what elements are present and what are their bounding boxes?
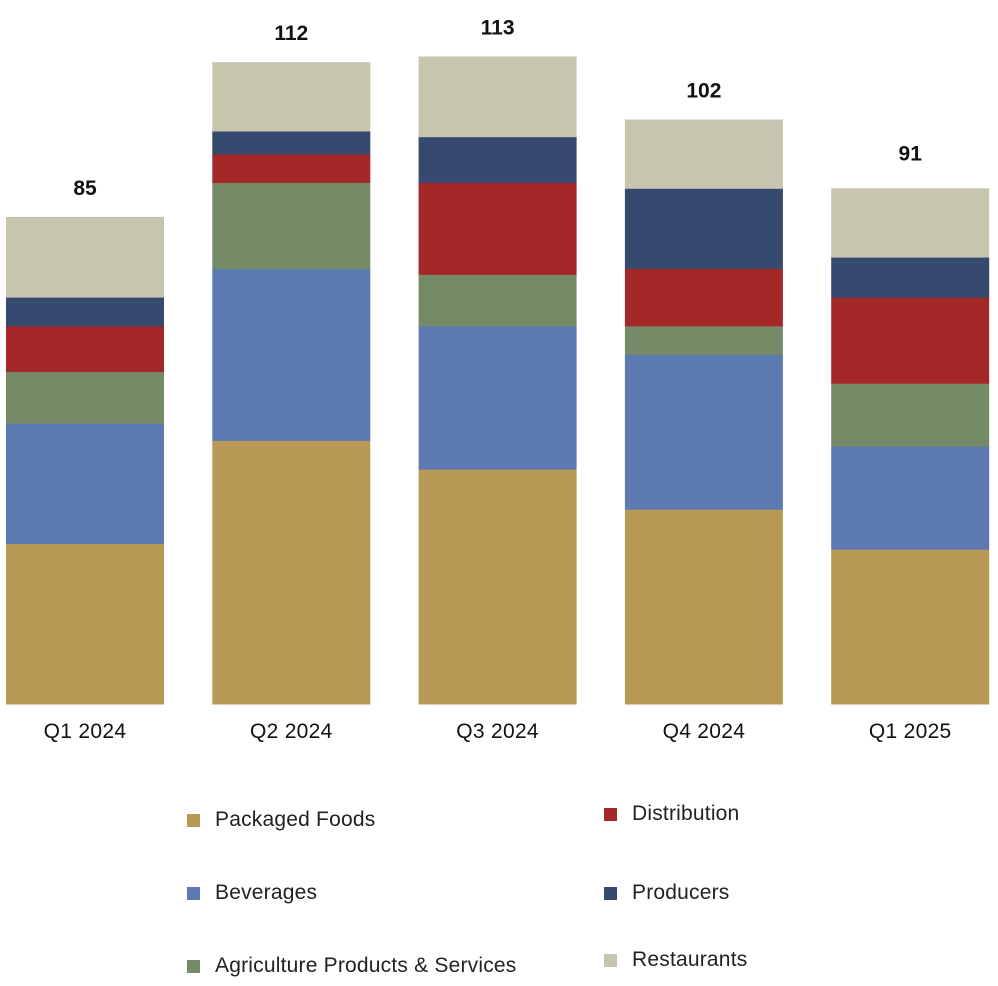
legend-swatch-producers	[604, 886, 617, 900]
total-label-q4-2024: 102	[686, 80, 721, 103]
bar-segment-packaged-foods-q1-2024	[6, 543, 164, 705]
x-tick-label-q4-2024: Q4 2024	[663, 720, 746, 743]
legend-item-restaurants: Restaurants	[604, 948, 747, 972]
bar-segment-agriculture-products-and-services-q1-2024	[6, 371, 164, 424]
bar-segment-producers-q1-2025	[831, 257, 990, 298]
legend-swatch-beverages	[187, 886, 200, 900]
legend-item-producers: Producers	[604, 881, 730, 905]
total-label-q3-2024: 113	[481, 17, 515, 40]
bar-segment-producers-q2-2024	[212, 131, 371, 155]
bar-segment-agriculture-products-and-services-q1-2025	[831, 383, 990, 447]
bar-segment-producers-q4-2024	[624, 188, 783, 269]
stacked-bar-chart: 85 112 113 102 91 Q1 2024 Q2 2024 Q3 2024 Q4 20…	[6, 17, 990, 743]
totals-group: 85 112 113 102 91	[73, 17, 922, 200]
x-axis-ticks: Q1 2024 Q2 2024 Q3 2024 Q4 2024 Q1 2025	[44, 720, 952, 743]
bar-segment-beverages-q1-2025	[831, 446, 990, 550]
legend-item-beverages: Beverages	[187, 881, 317, 905]
bar-segment-distribution-q4-2024	[624, 268, 783, 327]
bar-segment-restaurants-q4-2024	[624, 119, 783, 189]
bar-segment-agriculture-products-and-services-q2-2024	[212, 182, 371, 270]
bar-segment-beverages-q1-2024	[6, 423, 164, 544]
x-tick-label-q1-2024: Q1 2024	[44, 720, 127, 743]
bar-segment-agriculture-products-and-services-q3-2024	[418, 274, 577, 327]
bar-segment-beverages-q3-2024	[418, 325, 577, 470]
x-tick-label-q1-2025: Q1 2025	[869, 720, 952, 743]
legend-label-restaurants: Restaurants	[632, 948, 748, 971]
bar-segment-restaurants-q1-2025	[831, 188, 990, 258]
bar-segment-restaurants-q2-2024	[212, 62, 371, 132]
total-label-q1-2024: 85	[73, 177, 97, 200]
legend-swatch-agriculture	[187, 959, 200, 973]
legend-item-distribution: Distribution	[604, 802, 739, 826]
x-tick-label-q2-2024: Q2 2024	[250, 720, 333, 743]
legend-swatch-distribution	[604, 807, 617, 821]
bar-segment-beverages-q2-2024	[212, 268, 371, 441]
legend-item-agriculture: Agriculture Products & Services	[187, 954, 516, 978]
total-label-q1-2025: 91	[899, 143, 923, 166]
bar-segment-packaged-foods-q3-2024	[418, 469, 577, 705]
bars-group	[6, 56, 990, 705]
legend-swatch-restaurants	[604, 953, 617, 967]
bar-segment-packaged-foods-q4-2024	[624, 509, 783, 705]
legend-label-distribution: Distribution	[632, 802, 740, 825]
legend-label-packaged-foods: Packaged Foods	[215, 808, 376, 831]
bar-segment-beverages-q4-2024	[624, 354, 783, 510]
legend-label-agriculture: Agriculture Products & Services	[215, 954, 517, 977]
legend-swatch-packaged-foods	[187, 813, 200, 827]
legend-label-beverages: Beverages	[215, 881, 318, 904]
bar-segment-distribution-q3-2024	[418, 182, 577, 275]
x-tick-label-q3-2024: Q3 2024	[456, 720, 539, 743]
bar-segment-restaurants-q1-2024	[6, 216, 164, 298]
bar-segment-restaurants-q3-2024	[418, 56, 577, 138]
total-label-q2-2024: 112	[274, 22, 308, 45]
legend-item-packaged-foods: Packaged Foods	[187, 808, 375, 832]
bar-segment-producers-q3-2024	[418, 136, 577, 183]
bar-segment-packaged-foods-q1-2025	[831, 549, 990, 705]
bar-segment-distribution-q1-2024	[6, 325, 164, 373]
bar-segment-agriculture-products-and-services-q4-2024	[624, 325, 783, 355]
bar-segment-packaged-foods-q2-2024	[212, 440, 371, 705]
bar-segment-producers-q1-2024	[6, 297, 164, 327]
bar-segment-distribution-q2-2024	[212, 153, 371, 183]
legend-label-producers: Producers	[632, 881, 730, 904]
bar-segment-distribution-q1-2025	[831, 297, 990, 384]
